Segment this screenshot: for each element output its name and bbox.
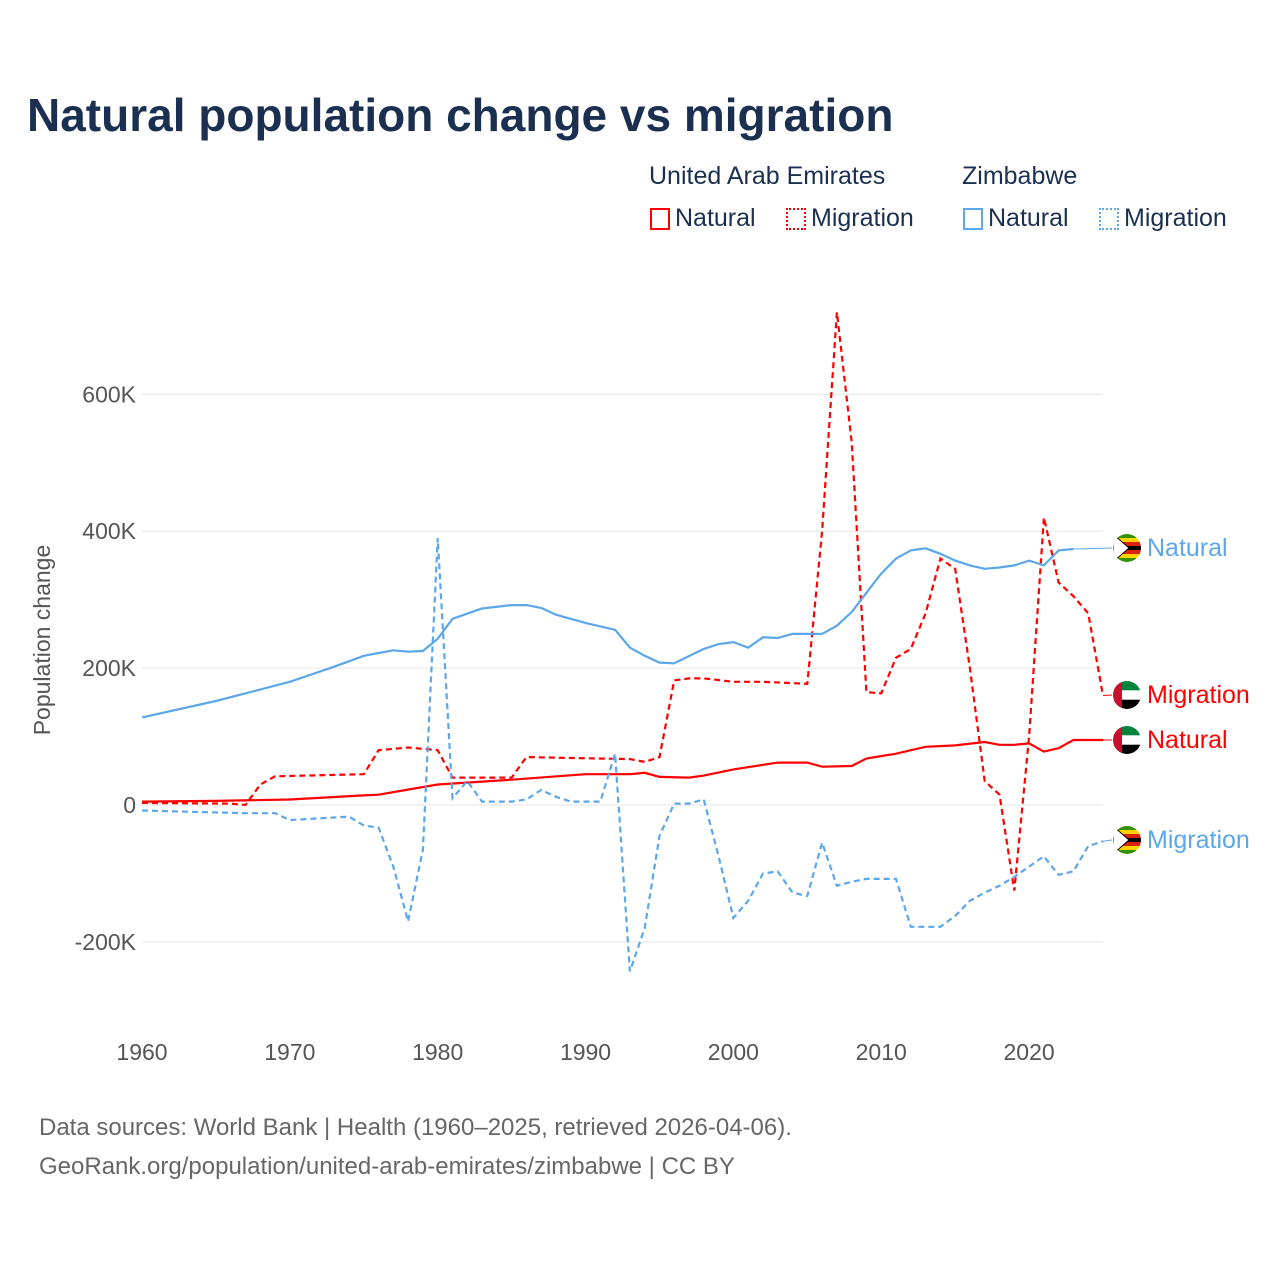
x-tick-label: 1970: [264, 1039, 315, 1065]
legend-item-zimbabwe-migration[interactable]: Migration: [1099, 204, 1227, 233]
leader-line: [1102, 839, 1113, 842]
zimbabwe-flag-icon: [1113, 534, 1141, 562]
flag-stripe: [1113, 842, 1141, 846]
end-label-group: Natural: [1073, 534, 1228, 562]
series-line-united-arab-emirates-migration: [141, 312, 1105, 891]
zimbabwe-flag-icon: [1113, 826, 1141, 854]
x-tick-label: 2010: [856, 1039, 907, 1065]
attribution-link[interactable]: GeoRank.org/population/united-arab-emira…: [39, 1153, 735, 1180]
series-line-zimbabwe-migration: [141, 537, 1104, 972]
flag-stripe: [1113, 726, 1141, 736]
legend-swatch-solid: [963, 207, 983, 230]
legend-item-zimbabwe-natural[interactable]: Natural: [963, 204, 1069, 233]
flag-stripe: [1113, 830, 1141, 834]
legend-label: Natural: [988, 204, 1069, 232]
x-tick-label: 1990: [560, 1039, 611, 1065]
end-label-group: Migration: [1102, 681, 1250, 709]
x-tick-label: 1980: [412, 1039, 463, 1065]
uae-flag-icon: [1113, 726, 1141, 754]
legend-group-zimbabwe: Zimbabwe: [962, 162, 1078, 190]
end-label: Natural: [1147, 726, 1228, 754]
end-label: Migration: [1147, 826, 1250, 854]
data-source-text: Data sources: World Bank | Health (1960–…: [39, 1114, 792, 1141]
flag-stripe: [1113, 846, 1141, 850]
chart-title: Natural population change vs migration: [27, 89, 894, 141]
x-tick-label: 1960: [116, 1039, 167, 1065]
legend-label: Migration: [811, 204, 914, 232]
legend-swatch-solid: [650, 207, 670, 230]
leader-line: [1073, 547, 1113, 550]
flag-stripe: [1113, 744, 1141, 754]
legend-swatch-dotted: [1099, 207, 1119, 230]
y-axis-label: Population change: [29, 545, 55, 736]
series-line-united-arab-emirates-natural: [141, 738, 1103, 803]
legend-item-uae-natural[interactable]: Natural: [650, 204, 756, 233]
flag-stripe: [1113, 550, 1141, 554]
y-tick-label: 600K: [82, 381, 136, 407]
flag-stripe: [1113, 558, 1141, 562]
legend-label: Natural: [675, 204, 756, 232]
y-tick-label: -200K: [75, 929, 137, 955]
legend-item-uae-migration[interactable]: Migration: [786, 204, 914, 233]
end-label: Migration: [1147, 681, 1250, 709]
flag-stripe: [1113, 542, 1141, 546]
flag-triangle: [1113, 826, 1130, 854]
flag-stripe: [1113, 850, 1141, 854]
x-tick-label: 2000: [708, 1039, 759, 1065]
legend-swatch-dotted: [786, 207, 806, 230]
x-tick-label: 2020: [1003, 1039, 1054, 1065]
end-label-group: Natural: [1102, 726, 1228, 754]
flag-stripe: [1113, 834, 1141, 838]
end-label-group: Migration: [1102, 826, 1250, 854]
flag-stripe: [1113, 681, 1141, 691]
flag-stripe: [1113, 726, 1122, 754]
flag-stripe: [1113, 534, 1141, 538]
legend-label: Migration: [1124, 204, 1227, 232]
y-tick-label: 0: [123, 792, 136, 818]
flag-stripe: [1113, 554, 1141, 558]
flag-triangle: [1113, 534, 1130, 562]
y-tick-label: 200K: [82, 655, 136, 681]
legend-group-uae: United Arab Emirates: [649, 162, 886, 190]
uae-flag-icon: [1113, 681, 1141, 709]
footer: Data sources: World Bank | Health (1960–…: [39, 1108, 792, 1186]
series-line-zimbabwe-natural: [141, 547, 1074, 719]
flag-stripe: [1113, 538, 1141, 542]
flag-stripe: [1113, 699, 1141, 709]
end-label: Natural: [1147, 534, 1228, 562]
flag-stripe: [1113, 681, 1122, 709]
y-tick-label: 400K: [82, 518, 136, 544]
flag-stripe: [1113, 826, 1141, 830]
